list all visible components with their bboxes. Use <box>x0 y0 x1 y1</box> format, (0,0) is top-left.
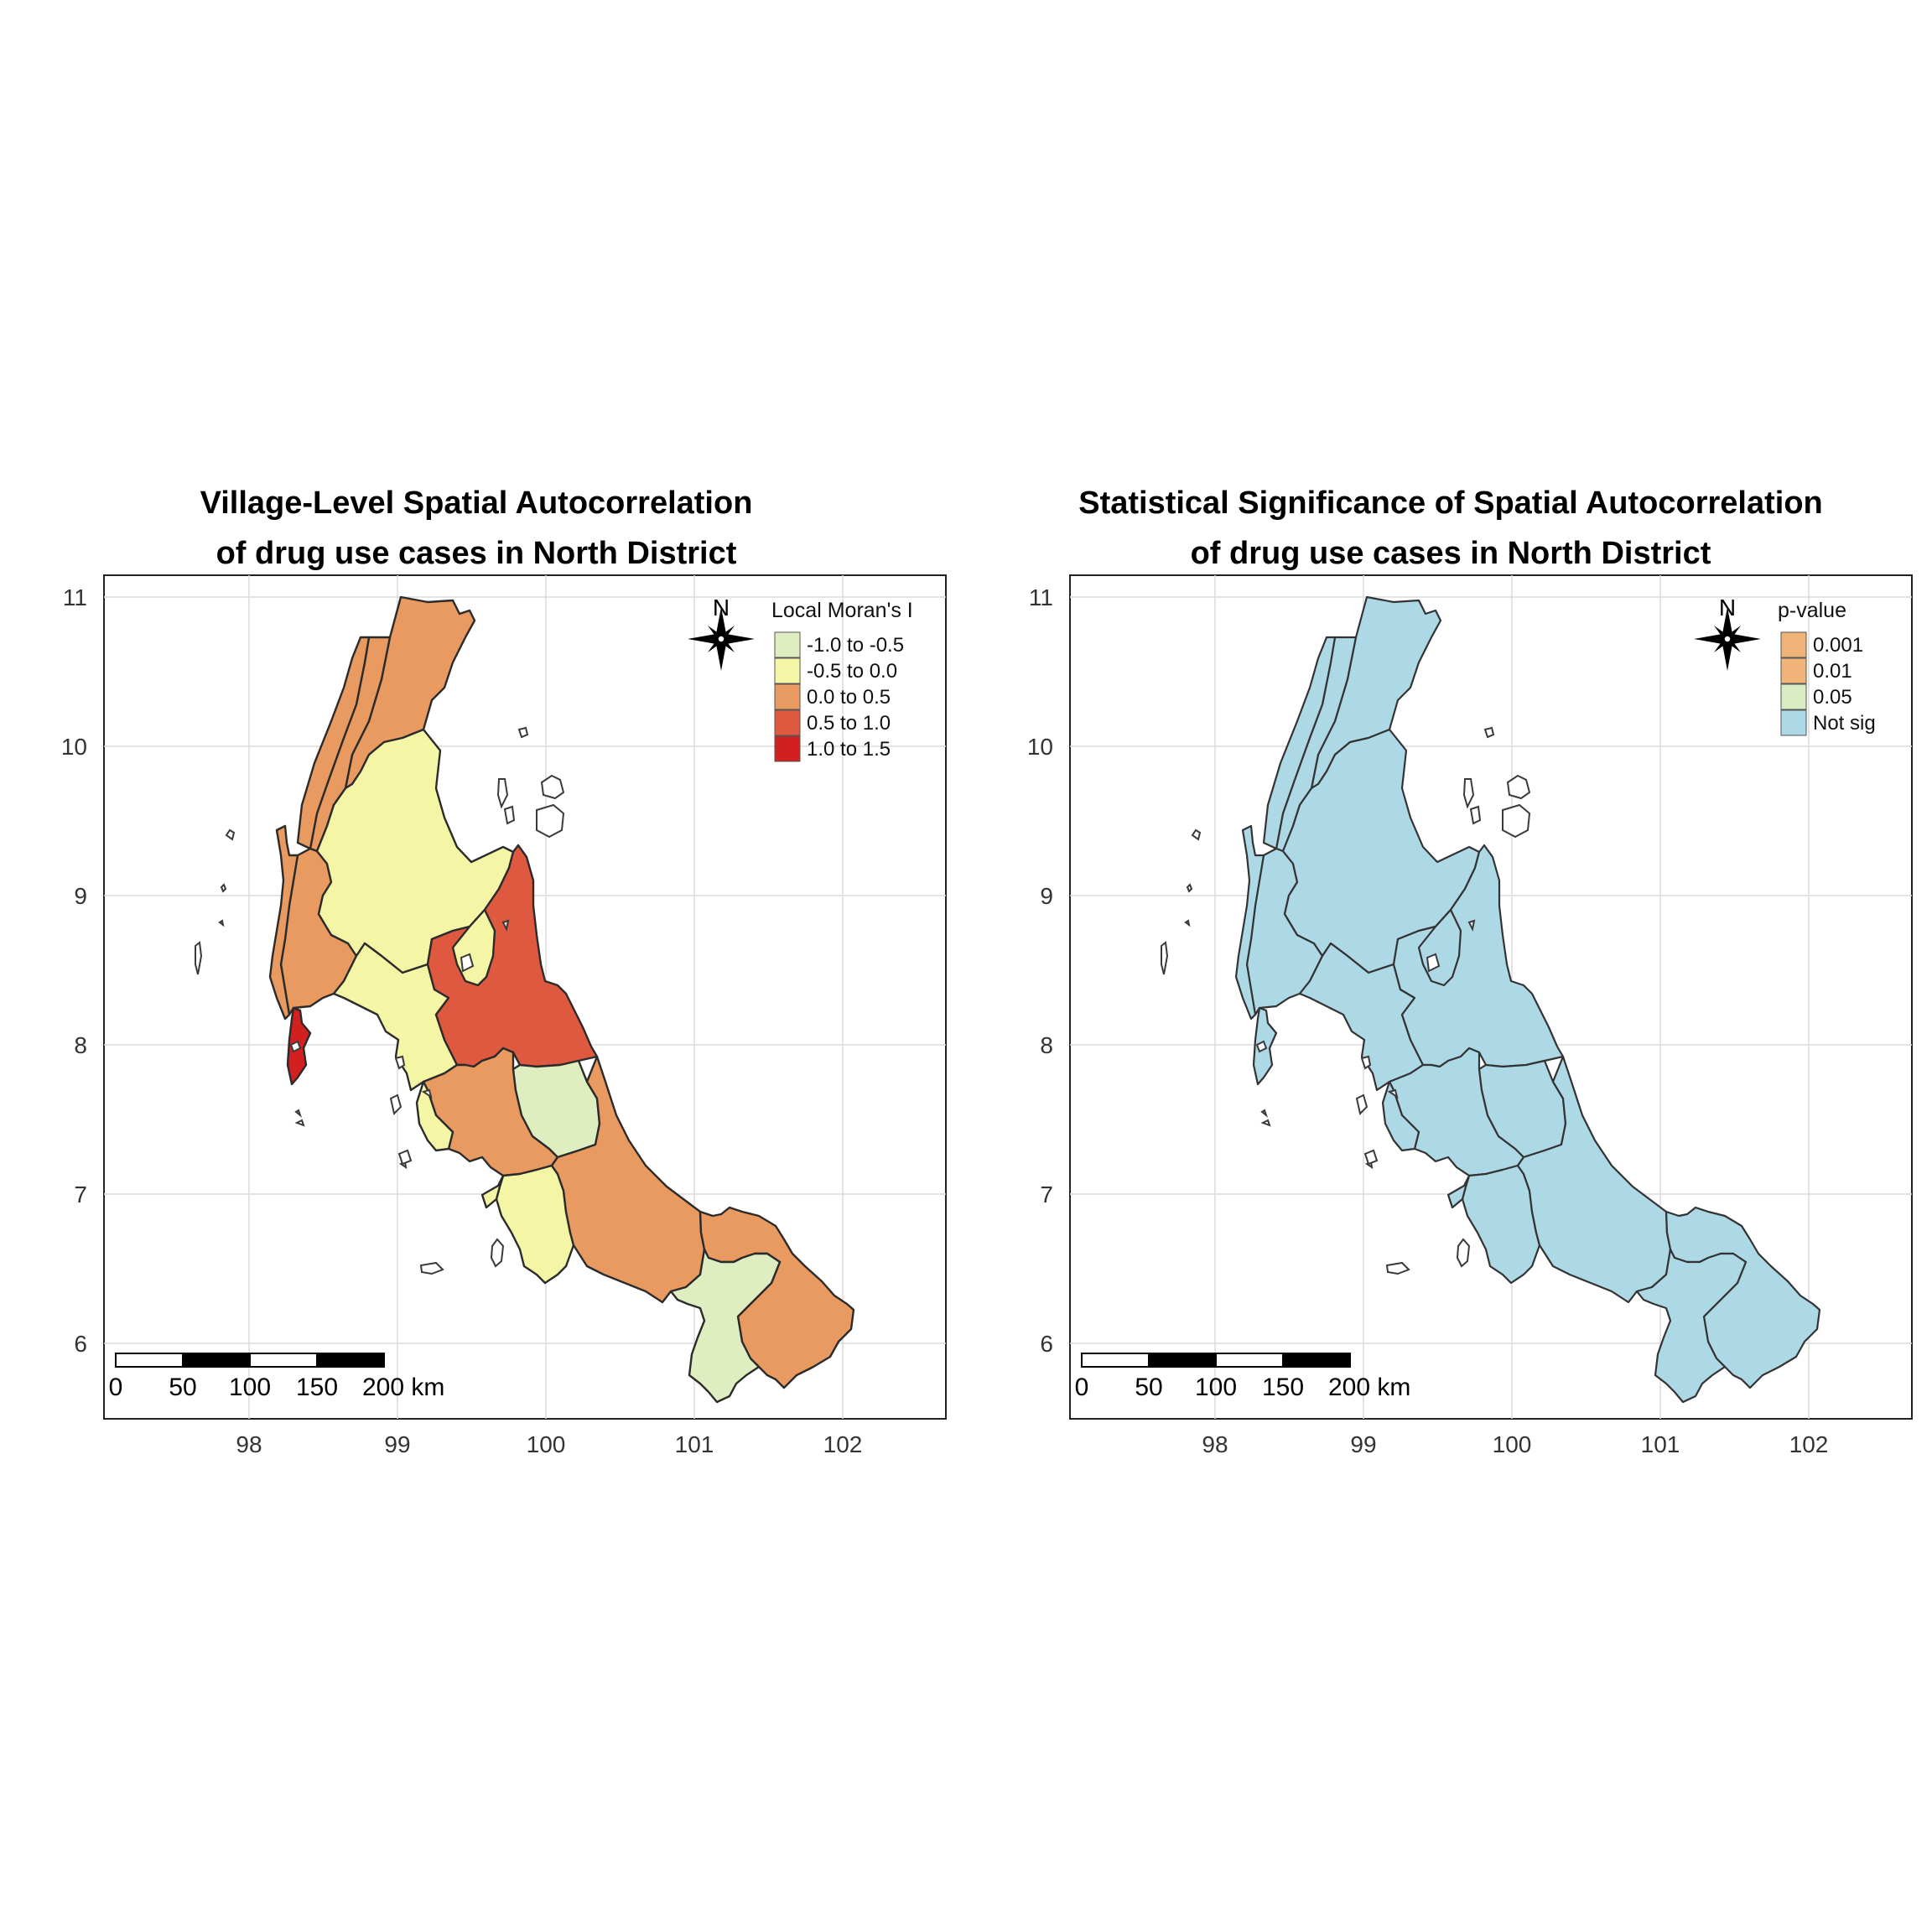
y-tick-label: 10 <box>1027 734 1053 760</box>
scale-label: 50 <box>1135 1374 1162 1401</box>
scale-label: 50 <box>169 1374 196 1401</box>
y-tick-label: 10 <box>61 734 87 760</box>
y-tick-label: 6 <box>74 1331 87 1357</box>
legend-swatch <box>774 735 801 762</box>
x-tick-label: 102 <box>1789 1431 1829 1457</box>
legend-label: 0.05 <box>1813 686 1852 709</box>
legend-label: -0.5 to 0.0 <box>807 660 897 683</box>
legend-title: Local Moran's I <box>771 599 913 622</box>
panel-pvalue: Statistical Significance of Spatial Auto… <box>1027 486 1913 1457</box>
scale-bar: 0 50 100 150 200 km <box>109 1353 444 1401</box>
y-tick-label: 6 <box>1040 1331 1053 1357</box>
panel-title-line1: Statistical Significance of Spatial Auto… <box>1078 486 1823 521</box>
legend-label: 1.0 to 1.5 <box>807 738 891 761</box>
y-tick-label: 7 <box>74 1182 87 1208</box>
region <box>1262 636 1337 850</box>
legend-label: 0.001 <box>1813 634 1863 657</box>
region <box>415 1080 454 1152</box>
scale-label: 100 <box>1195 1374 1237 1401</box>
region <box>1234 824 1265 1021</box>
region <box>268 824 299 1021</box>
legend-label: 0.0 to 0.5 <box>807 686 891 709</box>
x-tick-label: 99 <box>1350 1431 1376 1457</box>
x-tick-label: 98 <box>1202 1431 1228 1457</box>
x-tick-label: 100 <box>1493 1431 1532 1457</box>
scale-label: 0 <box>1075 1374 1089 1401</box>
legend-swatch <box>1780 709 1807 736</box>
legend-label: -1.0 to -0.5 <box>807 634 904 657</box>
region <box>669 1248 782 1404</box>
y-axis: 11 10 9 8 7 6 <box>1027 584 1053 1357</box>
legend: Local Moran's I -1.0 to -0.5 -0.5 to 0.0 0… <box>771 599 913 762</box>
region <box>1635 1248 1748 1404</box>
legend-swatch <box>774 657 801 684</box>
x-tick-label: 101 <box>675 1431 714 1457</box>
north-arrow-icon: N <box>688 595 755 671</box>
legend-swatch <box>774 709 801 736</box>
choropleth-regions <box>1234 595 1821 1404</box>
panel-title-line2: of drug use cases in North District <box>1191 536 1711 571</box>
scale-label: 200 km <box>362 1374 444 1401</box>
scale-bar: 0 50 100 150 200 km <box>1075 1353 1410 1401</box>
y-tick-label: 11 <box>1029 584 1053 610</box>
north-arrow-icon: N <box>1694 595 1761 671</box>
legend-label: 0.01 <box>1813 660 1852 683</box>
legend-label: Not sig <box>1813 712 1876 735</box>
panel-title-line1: Village-Level Spatial Autocorrelation <box>200 486 753 521</box>
scale-label: 150 <box>296 1374 338 1401</box>
legend-swatch <box>1780 631 1807 658</box>
x-tick-label: 99 <box>384 1431 410 1457</box>
legend-swatch <box>1780 657 1807 684</box>
y-tick-label: 8 <box>1040 1032 1053 1058</box>
legend: p-value 0.001 0.01 0.05 Not sig <box>1778 599 1876 736</box>
choropleth-regions <box>268 595 855 1404</box>
region <box>480 1174 505 1209</box>
scale-label: 200 km <box>1328 1374 1410 1401</box>
y-tick-label: 9 <box>74 883 87 909</box>
y-axis: 11 10 9 8 7 6 <box>61 584 87 1357</box>
y-tick-label: 8 <box>74 1032 87 1058</box>
region <box>1381 1080 1420 1152</box>
scale-label: 0 <box>109 1374 123 1401</box>
y-tick-label: 7 <box>1040 1182 1053 1208</box>
legend-swatch <box>774 683 801 710</box>
region <box>296 636 371 850</box>
y-tick-label: 11 <box>63 584 87 610</box>
x-tick-label: 101 <box>1641 1431 1680 1457</box>
legend-label: 0.5 to 1.0 <box>807 712 891 735</box>
panel-moran: Village-Level Spatial Autocorrelation of… <box>61 486 947 1457</box>
legend-title: p-value <box>1778 599 1846 622</box>
x-axis: 98 99 100 101 102 <box>236 1431 862 1457</box>
y-tick-label: 9 <box>1040 883 1053 909</box>
region <box>1446 1174 1471 1209</box>
x-axis: 98 99 100 101 102 <box>1202 1431 1828 1457</box>
scale-label: 150 <box>1262 1374 1304 1401</box>
legend-swatch <box>774 631 801 658</box>
x-tick-label: 98 <box>236 1431 262 1457</box>
x-tick-label: 102 <box>823 1431 863 1457</box>
x-tick-label: 100 <box>527 1431 566 1457</box>
legend-swatch <box>1780 683 1807 710</box>
scale-label: 100 <box>229 1374 271 1401</box>
panel-title-line2: of drug use cases in North District <box>216 536 737 571</box>
